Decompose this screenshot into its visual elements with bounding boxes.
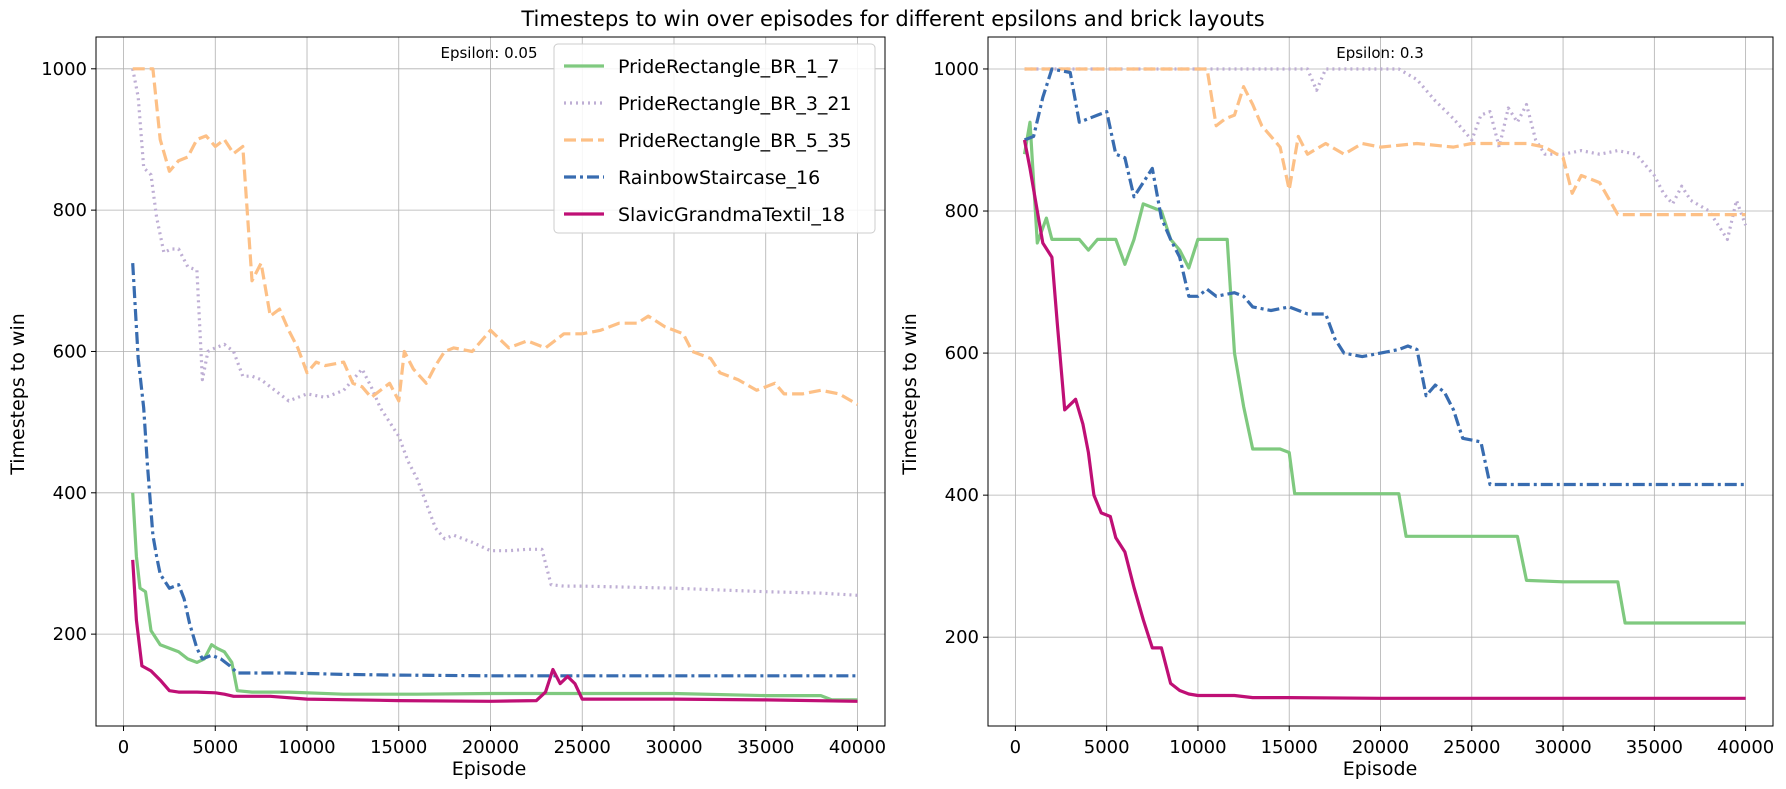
x-tick-label: 25000 — [554, 737, 611, 758]
figure-title: Timesteps to win over episodes for diffe… — [520, 7, 1264, 31]
series-line-priderectangle-br-5-35 — [1024, 67, 1746, 217]
y-tick-label: 200 — [53, 624, 87, 645]
y-tick-label: 1000 — [933, 59, 979, 80]
series-line-priderectangle-br-1-7 — [131, 492, 858, 702]
x-tick-label: 5000 — [1084, 737, 1130, 758]
y-tick-label: 400 — [53, 483, 87, 504]
y-tick-label: 800 — [53, 200, 87, 221]
series-line-priderectangle-br-3-21 — [1024, 67, 1748, 241]
series-line-priderectangle-br-5-35 — [132, 67, 859, 406]
y-tick-label: 400 — [945, 485, 979, 506]
series-line-slavicgrandmatextil-18 — [1022, 139, 1746, 700]
x-tick-label: 40000 — [829, 737, 886, 758]
legend-box — [553, 43, 876, 234]
y-tick-label: 1000 — [41, 59, 87, 80]
y-tick-label: 600 — [53, 341, 87, 362]
plot-frame — [987, 36, 1774, 727]
plot-lines — [1022, 67, 1748, 700]
x-tick-label: 15000 — [370, 737, 427, 758]
y-tick-label: 200 — [945, 627, 979, 648]
x-tick-label: 20000 — [1352, 737, 1409, 758]
x-tick-label: 5000 — [192, 737, 238, 758]
series-line-rainbowstaircase-16 — [1023, 67, 1746, 487]
y-tick-label: 800 — [945, 201, 979, 222]
y-axis-label: Timesteps to win — [899, 313, 921, 476]
plot-frame — [95, 36, 886, 727]
legend-label: PrideRectangle_BR_1_7 — [618, 56, 840, 78]
x-tick-label: 10000 — [278, 737, 335, 758]
plot-lines — [131, 67, 859, 703]
x-tick-label: 10000 — [1169, 737, 1226, 758]
x-tick-label: 35000 — [1626, 737, 1683, 758]
series-line-rainbowstaircase-16 — [131, 263, 858, 678]
legend: PrideRectangle_BR_1_7 PrideRectangle_BR_3… — [553, 43, 876, 234]
x-tick-label: 15000 — [1261, 737, 1318, 758]
y-tick-label: 600 — [945, 343, 979, 364]
tick-labels: 0 5000 10000 15000 20000 25000 30000 35000 40000… — [41, 59, 886, 758]
x-tick-label: 0 — [1010, 737, 1021, 758]
legend-label: SlavicGrandmaTextil_18 — [618, 204, 845, 226]
series-line-slavicgrandmatextil-18 — [131, 559, 858, 703]
tick-labels: 0 5000 10000 15000 20000 25000 30000 35000 40000… — [933, 59, 1774, 758]
x-tick-label: 20000 — [462, 737, 519, 758]
y-axis-label: Timesteps to win — [7, 313, 29, 476]
grid — [988, 37, 1773, 726]
chart-panel-epsilon-03: Epsilon: 0.3 Episode Timesteps to win 0 5… — [899, 36, 1774, 780]
x-tick-label: 25000 — [1443, 737, 1500, 758]
panel-title: Epsilon: 0.3 — [1336, 44, 1424, 62]
x-tick-label: 40000 — [1717, 737, 1774, 758]
legend-label: PrideRectangle_BR_3_21 — [618, 93, 852, 115]
panel-title: Epsilon: 0.05 — [440, 44, 537, 62]
x-axis-label: Episode — [1343, 758, 1418, 780]
x-tick-label: 35000 — [737, 737, 794, 758]
legend-label: PrideRectangle_BR_5_35 — [618, 130, 852, 152]
x-tick-label: 30000 — [645, 737, 702, 758]
x-tick-label: 0 — [118, 737, 129, 758]
legend-label: RainbowStaircase_16 — [618, 167, 820, 189]
series-line-priderectangle-br-3-21 — [131, 68, 858, 597]
chart-panel-epsilon-005: Epsilon: 0.05 Episode Timesteps to win 0… — [7, 36, 886, 780]
series-line-priderectangle-br-1-7 — [1022, 120, 1746, 625]
x-axis-label: Episode — [452, 758, 527, 780]
x-tick-label: 30000 — [1534, 737, 1591, 758]
